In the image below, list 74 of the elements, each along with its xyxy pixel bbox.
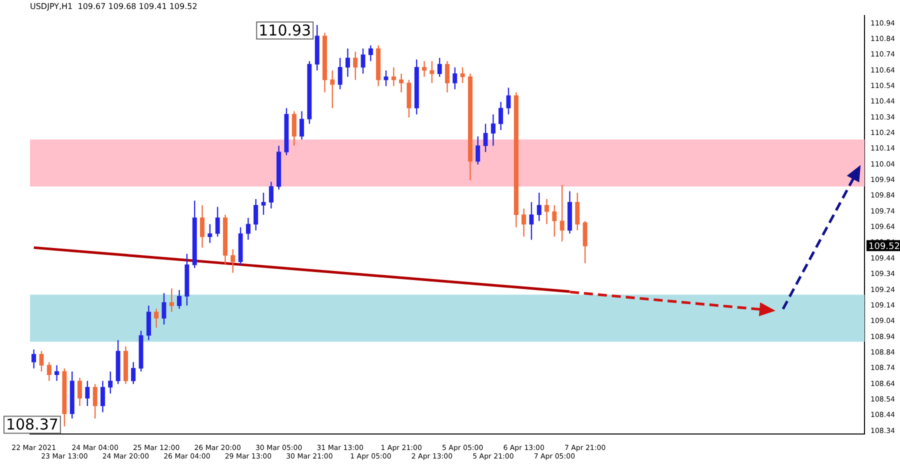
- candlestick: [92, 383, 98, 420]
- candlestick: [261, 192, 266, 216]
- candlestick: [529, 202, 534, 240]
- candlestick: [77, 377, 82, 407]
- candlestick: [230, 248, 236, 274]
- candlestick: [452, 66, 458, 90]
- candlestick: [292, 110, 296, 146]
- candlestick: [85, 380, 90, 407]
- candlestick: [299, 110, 304, 140]
- candlestick: [476, 136, 480, 166]
- candlestick: [490, 114, 496, 146]
- candlestick: [32, 348, 36, 369]
- candlestick: [108, 370, 113, 394]
- candlestick: [521, 208, 526, 238]
- candlestick: [575, 192, 580, 231]
- candlestick: [376, 44, 381, 87]
- candlestick: [268, 181, 274, 210]
- candlestick: [353, 51, 358, 80]
- candlestick: [154, 308, 159, 328]
- candlestick: [62, 368, 67, 427]
- candlestick: [246, 217, 251, 240]
- annotation: 110.93: [258, 21, 312, 40]
- candlestick: [560, 184, 564, 242]
- candlestick: [322, 32, 328, 94]
- candlestick: [200, 204, 205, 248]
- candlestick: [46, 361, 52, 382]
- candlestick: [468, 73, 473, 181]
- candlestick: [284, 108, 289, 156]
- candlestick: [222, 214, 228, 266]
- candlestick: [123, 346, 128, 385]
- candlestick: [215, 206, 220, 238]
- candlestick: [567, 190, 572, 234]
- candlestick: [368, 44, 374, 62]
- candlestick: [39, 350, 44, 372]
- candlestick: [384, 70, 388, 87]
- candlestick: [238, 226, 243, 266]
- candlestick: [345, 48, 350, 78]
- candlestick: [360, 48, 366, 74]
- candlestick: [506, 87, 511, 115]
- candlestick: [162, 292, 166, 326]
- candlestick: [444, 60, 450, 94]
- candlestick: [131, 361, 136, 385]
- candlestick: [460, 66, 465, 84]
- candlestick: [184, 253, 190, 306]
- text: 109.52: [868, 242, 900, 252]
- candlestick: [536, 192, 542, 222]
- candlestick: [116, 340, 120, 385]
- candlestick: [169, 288, 174, 313]
- candlestick: [582, 220, 588, 264]
- candlestick: [398, 73, 404, 94]
- candlestick: [192, 200, 197, 269]
- candlestick: [437, 57, 442, 78]
- candlestick: [330, 70, 335, 109]
- candlestick: [338, 57, 342, 90]
- candlestick: [406, 79, 412, 118]
- candlestick: [176, 289, 182, 310]
- candlestick: [483, 123, 488, 153]
- candlestick: [100, 380, 106, 413]
- chart-title: USDJPY,H1 109.67 109.68 109.41 109.52: [30, 2, 198, 11]
- annotation: 108.37: [6, 416, 58, 434]
- candlestick: [544, 198, 550, 225]
- candlestick: [276, 145, 282, 190]
- candlestick: [208, 224, 212, 244]
- candlestick: [514, 92, 518, 228]
- candlestick: [54, 364, 60, 382]
- candlestick: [146, 305, 151, 341]
- candlestick: [254, 198, 258, 231]
- candlestick: [552, 204, 557, 238]
- candlestick: [422, 60, 427, 78]
- candlestick: [498, 101, 504, 131]
- candlestick: [70, 370, 74, 420]
- candlestick: [430, 60, 434, 84]
- candlestick: [314, 24, 320, 72]
- candlestick: [414, 58, 419, 115]
